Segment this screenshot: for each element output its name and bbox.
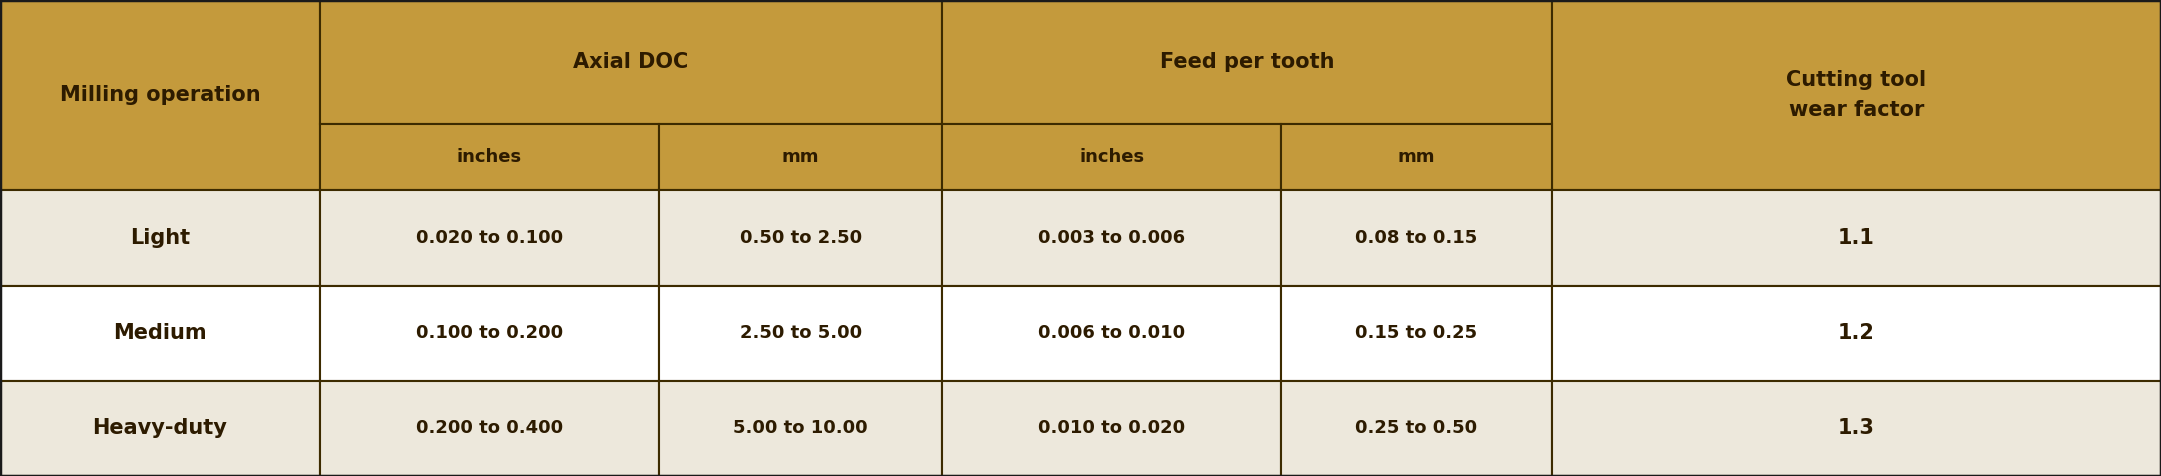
Bar	[1281, 124, 1552, 190]
Bar	[320, 381, 659, 476]
Bar	[1552, 190, 2161, 286]
Bar	[659, 381, 942, 476]
Text: 0.020 to 0.100: 0.020 to 0.100	[415, 229, 564, 247]
Bar	[942, 124, 1281, 190]
Bar	[1552, 381, 2161, 476]
Text: Milling operation: Milling operation	[61, 85, 259, 105]
Bar	[1281, 190, 1552, 286]
Bar	[659, 190, 942, 286]
Bar	[0, 190, 320, 286]
Text: Axial DOC: Axial DOC	[573, 52, 689, 72]
Text: Cutting tool
wear factor: Cutting tool wear factor	[1787, 70, 1925, 120]
Bar	[0, 286, 320, 381]
Bar	[320, 124, 659, 190]
Bar	[0, 0, 320, 190]
Bar	[1281, 381, 1552, 476]
Text: 0.100 to 0.200: 0.100 to 0.200	[415, 324, 564, 342]
Text: 0.25 to 0.50: 0.25 to 0.50	[1355, 419, 1478, 437]
Text: 0.200 to 0.400: 0.200 to 0.400	[415, 419, 564, 437]
Text: mm: mm	[782, 148, 819, 166]
Text: 1.1: 1.1	[1837, 228, 1876, 248]
Text: 0.50 to 2.50: 0.50 to 2.50	[739, 229, 862, 247]
Bar	[1552, 286, 2161, 381]
Bar	[942, 0, 1552, 124]
Text: Feed per tooth: Feed per tooth	[1160, 52, 1333, 72]
Bar	[942, 286, 1281, 381]
Text: 5.00 to 10.00: 5.00 to 10.00	[733, 419, 869, 437]
Text: 1.2: 1.2	[1837, 323, 1876, 343]
Bar	[659, 124, 942, 190]
Text: mm: mm	[1398, 148, 1435, 166]
Text: inches: inches	[1078, 148, 1145, 166]
Text: Medium: Medium	[112, 323, 207, 343]
Bar	[942, 190, 1281, 286]
Text: 0.08 to 0.15: 0.08 to 0.15	[1355, 229, 1478, 247]
Bar	[0, 381, 320, 476]
Text: 0.15 to 0.25: 0.15 to 0.25	[1355, 324, 1478, 342]
Bar	[320, 190, 659, 286]
Bar	[320, 286, 659, 381]
Text: inches: inches	[456, 148, 523, 166]
Text: Heavy-duty: Heavy-duty	[93, 418, 227, 438]
Bar	[320, 0, 942, 124]
Bar	[942, 381, 1281, 476]
Bar	[659, 286, 942, 381]
Text: 0.006 to 0.010: 0.006 to 0.010	[1037, 324, 1186, 342]
Bar	[1552, 0, 2161, 190]
Text: 1.3: 1.3	[1837, 418, 1876, 438]
Text: Light: Light	[130, 228, 190, 248]
Text: 0.010 to 0.020: 0.010 to 0.020	[1037, 419, 1186, 437]
Text: 2.50 to 5.00: 2.50 to 5.00	[739, 324, 862, 342]
Text: 0.003 to 0.006: 0.003 to 0.006	[1037, 229, 1186, 247]
Bar	[1281, 286, 1552, 381]
